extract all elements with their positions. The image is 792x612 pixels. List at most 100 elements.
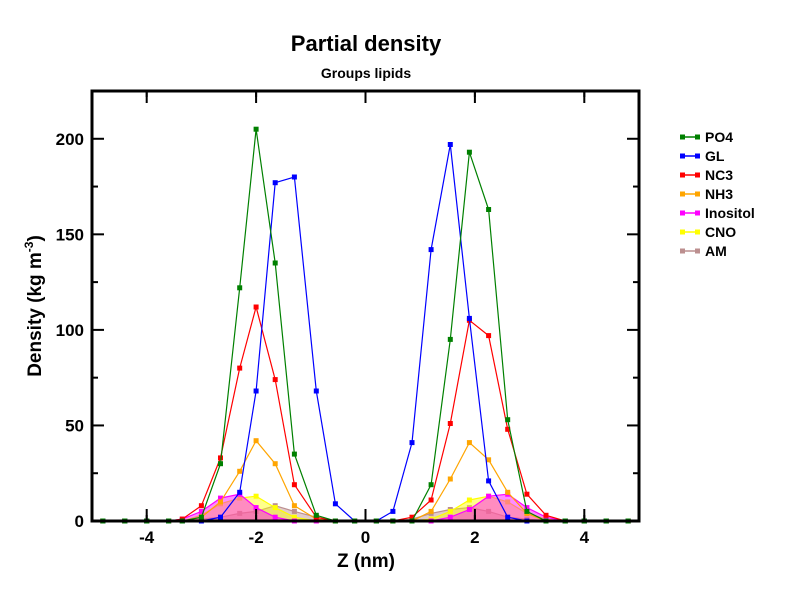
legend-item-am: AM <box>680 243 727 259</box>
legend-label: AM <box>705 243 727 259</box>
legend-item-nc3: NC3 <box>680 167 733 183</box>
data-point-po4-22 <box>524 508 530 514</box>
data-point-inositol-20 <box>486 493 492 499</box>
data-point-nh3-7 <box>237 468 243 474</box>
data-point-gl-9 <box>272 180 278 186</box>
legend-swatch-marker <box>695 172 700 178</box>
data-point-cno-19 <box>466 497 472 503</box>
data-point-po4-10 <box>291 451 297 457</box>
data-point-nc3-6 <box>218 455 223 461</box>
x-tick-label: -2 <box>249 528 264 547</box>
data-point-cno-9 <box>272 505 278 511</box>
legend-label: PO4 <box>705 129 733 145</box>
data-point-gl-17 <box>428 247 434 253</box>
legend-swatch-marker <box>695 191 700 197</box>
data-point-nc3-8 <box>253 304 259 310</box>
legend-item-inositol: Inositol <box>680 205 755 221</box>
data-point-po4-20 <box>486 207 492 212</box>
data-point-nh3-20 <box>486 457 492 463</box>
data-point-gl-12 <box>332 501 338 507</box>
legend-label: NH3 <box>705 186 733 202</box>
data-point-po4-8 <box>253 126 259 132</box>
y-axis-label: Density (kg m-3) <box>22 235 46 377</box>
data-point-gl-7 <box>237 489 243 495</box>
legend-swatch-marker <box>695 248 700 254</box>
data-point-nh3-8 <box>253 438 259 444</box>
data-point-cno-18 <box>447 508 453 514</box>
data-point-nc3-20 <box>486 333 492 339</box>
series-area-am <box>102 505 629 521</box>
data-point-nh3-19 <box>466 440 472 446</box>
data-point-am-7 <box>237 510 243 516</box>
x-tick-label: 2 <box>470 528 479 547</box>
data-point-inositol-9 <box>272 514 278 520</box>
data-point-cno-10 <box>291 514 297 520</box>
data-point-po4-19 <box>466 149 472 155</box>
data-point-cno-21 <box>505 499 511 505</box>
data-point-nc3-21 <box>505 426 511 432</box>
data-point-gl-20 <box>486 478 492 484</box>
y-tick-label: 150 <box>56 225 84 244</box>
legend-swatch-marker <box>680 229 685 235</box>
chart-title: Partial density <box>291 31 442 56</box>
y-axis-label-main: Density (kg m <box>25 252 46 377</box>
data-point-po4-11 <box>313 512 319 518</box>
data-point-gl-8 <box>253 388 259 394</box>
legend-swatch-marker <box>680 191 685 197</box>
data-point-nh3-17 <box>428 508 434 514</box>
y-tick-label: 50 <box>65 416 84 435</box>
data-point-cno-7 <box>237 495 243 501</box>
data-point-nc3-16 <box>409 514 415 520</box>
legend-item-po4: PO4 <box>680 129 733 145</box>
data-point-po4-9 <box>272 260 278 266</box>
data-point-cno-8 <box>253 493 259 499</box>
data-point-inositol-18 <box>447 514 453 520</box>
data-point-gl-11 <box>313 388 319 394</box>
legend-label: GL <box>705 148 725 164</box>
data-point-gl-21 <box>505 514 511 520</box>
data-point-nc3-5 <box>198 503 204 509</box>
legend-label: NC3 <box>705 167 733 183</box>
data-point-inositol-8 <box>253 505 259 511</box>
data-point-inositol-6 <box>218 495 223 501</box>
data-point-inositol-19 <box>466 507 472 512</box>
data-point-nc3-10 <box>291 482 297 488</box>
data-point-gl-15 <box>390 508 396 514</box>
y-axis-label-close: ) <box>25 235 46 241</box>
data-point-am-20 <box>486 508 492 514</box>
legend-swatch-marker <box>680 134 685 140</box>
legend-label: CNO <box>705 224 736 240</box>
legend-item-nh3: NH3 <box>680 186 733 202</box>
x-tick-label: 0 <box>361 528 370 547</box>
data-point-nc3-23 <box>543 512 549 518</box>
data-point-nc3-22 <box>524 491 530 497</box>
axis-ticks: -4 -2 0 2 4 0 50 100 150 200 <box>56 91 639 547</box>
data-point-po4-6 <box>218 461 223 467</box>
legend-item-gl: GL <box>680 148 725 164</box>
y-tick-label: 200 <box>56 130 84 149</box>
legend-swatch-marker <box>695 134 700 140</box>
data-point-inositol-5 <box>198 508 204 514</box>
data-point-nh3-9 <box>272 461 278 467</box>
data-point-nc3-9 <box>272 377 278 383</box>
y-axis-label-superscript: -3 <box>22 241 36 252</box>
data-point-inositol-22 <box>524 505 530 511</box>
data-point-po4-7 <box>237 285 243 291</box>
data-point-nh3-21 <box>505 489 511 495</box>
x-tick-label: -4 <box>139 528 155 547</box>
data-point-po4-5 <box>198 514 204 520</box>
x-tick-label: 4 <box>580 528 590 547</box>
chart-subtitle: Groups lipids <box>321 65 411 81</box>
data-point-gl-10 <box>291 174 297 180</box>
legend-swatch-marker <box>695 153 700 159</box>
legend-swatch-marker <box>680 153 685 159</box>
data-point-nc3-17 <box>428 497 434 503</box>
data-point-nc3-18 <box>447 421 453 426</box>
data-point-nh3-6 <box>218 499 223 505</box>
data-point-gl-19 <box>466 315 472 321</box>
series-area-cno <box>102 496 629 521</box>
data-point-po4-21 <box>505 417 511 423</box>
legend-item-cno: CNO <box>680 224 736 240</box>
data-point-am-10 <box>291 508 297 514</box>
